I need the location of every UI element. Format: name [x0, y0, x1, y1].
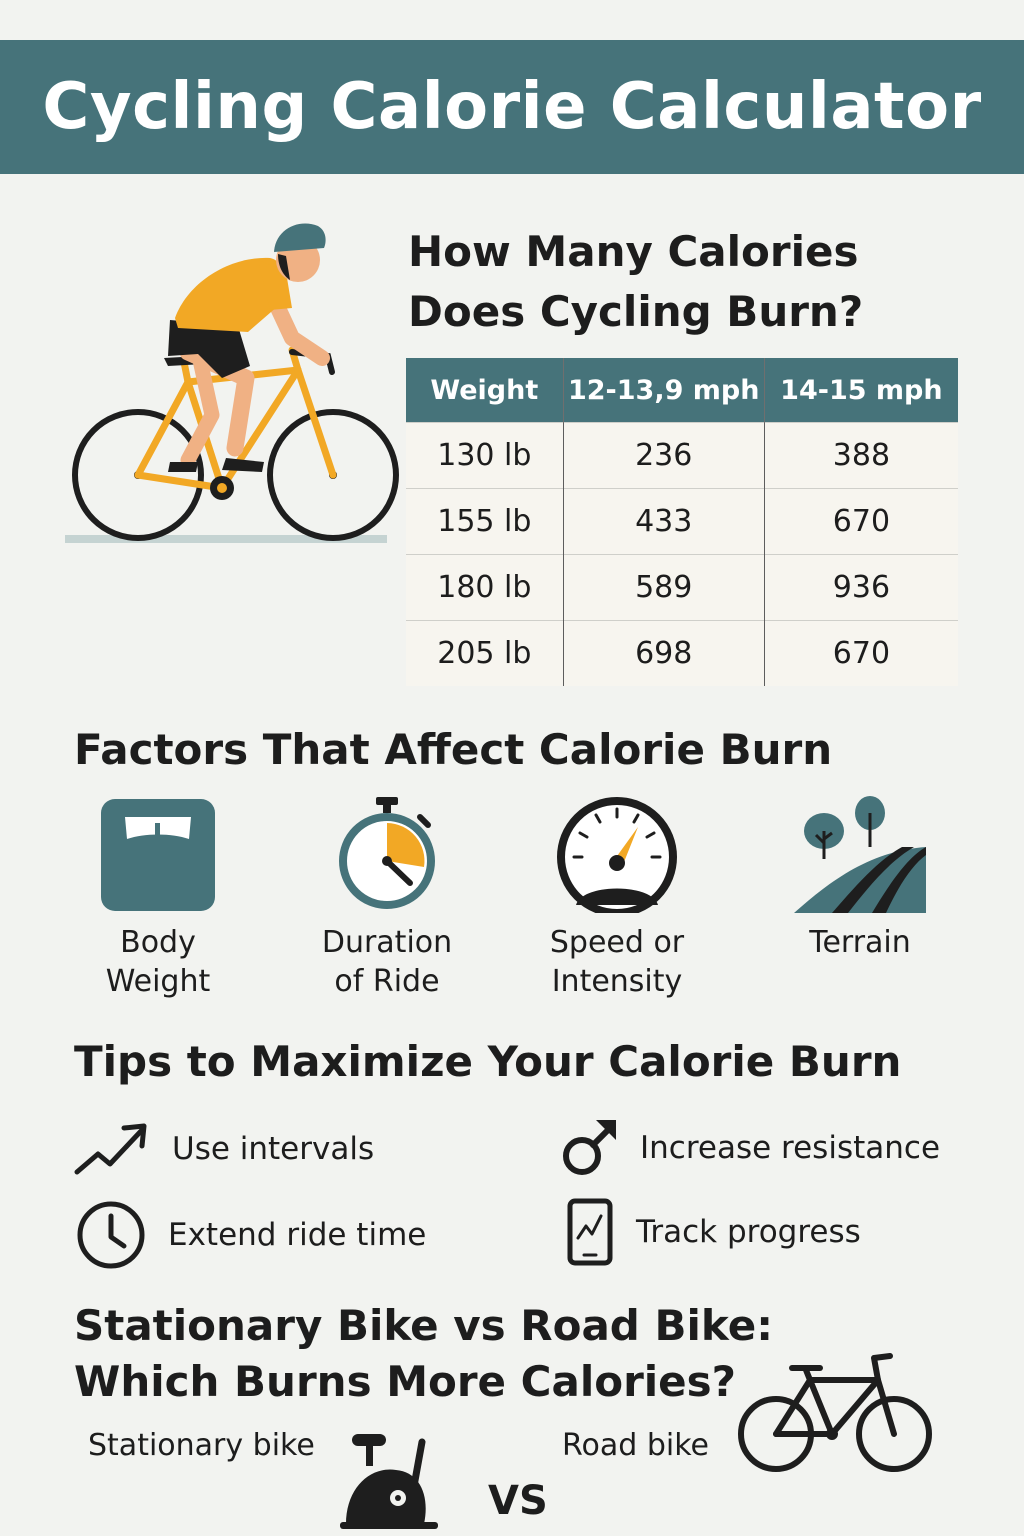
- factor-label: Intensity: [551, 964, 683, 999]
- tip-label: Use intervals: [172, 1131, 375, 1167]
- vs-label: VS: [488, 1478, 548, 1524]
- table-cell: 388: [763, 422, 958, 489]
- table-row: 130 lb 236 388: [406, 422, 958, 489]
- factor-label: of Ride: [334, 964, 440, 999]
- tip-resistance: Increase resistance: [560, 1118, 940, 1178]
- factors-heading: Factors That Affect Calorie Burn: [74, 725, 833, 774]
- table-cell: 433: [562, 488, 765, 555]
- factor-label: Terrain: [809, 925, 911, 960]
- calories-heading-line2: Does Cycling Burn?: [408, 287, 864, 336]
- cyclist-illustration: [65, 223, 399, 543]
- tip-extend: Extend ride time: [76, 1200, 426, 1270]
- road-bike-icon: [738, 1353, 932, 1472]
- table-cell: 670: [763, 620, 958, 686]
- calories-heading: How Many Calories Does Cycling Burn?: [408, 222, 1008, 342]
- comparison-heading: Stationary Bike vs Road Bike: Which Burn…: [74, 1298, 774, 1410]
- scale-icon: [101, 799, 215, 911]
- factor-label: Weight: [105, 964, 211, 999]
- calories-heading-line1: How Many Calories: [408, 227, 859, 276]
- factor-label: Body: [120, 925, 196, 960]
- table-cell: 670: [763, 488, 958, 555]
- page-title: Cycling Calorie Calculator: [42, 70, 982, 144]
- resistance-icon: [563, 1120, 616, 1175]
- factor-terrain: Terrain: [760, 795, 960, 962]
- trend-up-icon: [74, 1123, 147, 1175]
- table-header-cell: 14-15 mph: [763, 358, 958, 423]
- factor-body-weight: Body Weight: [58, 795, 258, 1001]
- table-cell: 155 lb: [406, 488, 564, 555]
- table-header-cell: 12-13,9 mph: [562, 358, 765, 423]
- factor-label: Speed or: [549, 925, 685, 960]
- tip-label: Track progress: [636, 1214, 861, 1250]
- tips-heading: Tips to Maximize Your Calorie Burn: [74, 1037, 902, 1086]
- table-cell: 180 lb: [406, 554, 564, 621]
- factor-duration: Duration of Ride: [287, 795, 487, 1001]
- calorie-table: Weight 12-13,9 mph 14-15 mph 130 lb 236 …: [406, 358, 958, 686]
- speedometer-icon: [557, 797, 677, 913]
- table-cell: 936: [763, 554, 958, 621]
- stopwatch-icon: [339, 797, 435, 909]
- table-row: 155 lb 433 670: [406, 488, 958, 555]
- table-cell: 205 lb: [406, 620, 564, 686]
- road-bike-label: Road bike: [562, 1428, 709, 1463]
- tip-label: Increase resistance: [640, 1130, 941, 1166]
- factor-speed: Speed or Intensity: [517, 795, 717, 1001]
- comparison-heading-line1: Stationary Bike vs Road Bike:: [74, 1301, 773, 1350]
- table-row: 205 lb 698 670: [406, 620, 958, 686]
- terrain-icon: [794, 796, 926, 913]
- table-cell: 589: [562, 554, 765, 621]
- table-header-row: Weight 12-13,9 mph 14-15 mph: [406, 358, 958, 423]
- table-row: 180 lb 589 936: [406, 554, 958, 621]
- tip-track: Track progress: [566, 1198, 861, 1266]
- clock-icon: [77, 1201, 145, 1269]
- table-cell: 130 lb: [406, 422, 564, 489]
- phone-chart-icon: [567, 1198, 613, 1266]
- table-cell: 236: [562, 422, 765, 489]
- tip-intervals: Use intervals: [74, 1120, 374, 1178]
- factor-label: Duration: [321, 925, 453, 960]
- stationary-bike-icon: [340, 1434, 438, 1529]
- tip-label: Extend ride time: [168, 1217, 427, 1253]
- stationary-bike-label: Stationary bike: [88, 1428, 315, 1463]
- table-cell: 698: [562, 620, 765, 686]
- comparison-heading-line2: Which Burns More Calories?: [74, 1357, 737, 1406]
- table-header-cell: Weight: [406, 358, 564, 423]
- header-banner: Cycling Calorie Calculator: [0, 40, 1024, 174]
